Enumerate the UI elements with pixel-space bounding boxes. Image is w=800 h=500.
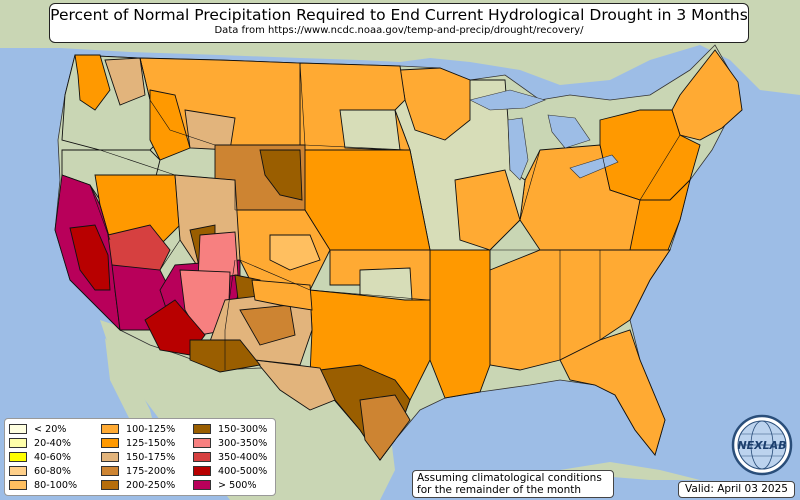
state-lines [61, 57, 681, 370]
legend-item: 350-400% [193, 450, 277, 464]
legend-label: 40-60% [34, 451, 71, 463]
map-title: Percent of Normal Precipitation Required… [50, 6, 748, 24]
legend-item: 200-250% [101, 478, 193, 492]
legend-label: 100-125% [126, 423, 176, 435]
legend-item: 20-40% [9, 436, 101, 450]
lake-michigan-overlay [507, 117, 529, 181]
assumption-note: Assuming climatological conditions for t… [412, 470, 614, 498]
legend-label: 350-400% [218, 451, 268, 463]
legend-label: 175-200% [126, 465, 176, 477]
region-cascades [104, 57, 146, 106]
region-california-valley [69, 224, 111, 291]
map-subtitle: Data from https://www.ncdc.noaa.gov/temp… [214, 25, 584, 36]
region-nm-north [251, 279, 313, 311]
legend-label: 125-150% [126, 437, 176, 449]
legend-label: < 20% [34, 423, 67, 435]
legend-swatch [193, 424, 211, 434]
legend-label: 20-40% [34, 437, 71, 449]
note-line-2: for the remainder of the month [417, 484, 582, 496]
legend-label: 400-500% [218, 465, 268, 477]
legend-swatch [101, 424, 119, 434]
region-east-dakota [339, 109, 401, 151]
legend-swatch [9, 424, 27, 434]
legend-label: 150-300% [218, 423, 268, 435]
region-florida [559, 329, 666, 456]
note-line-1: Assuming climatological conditions [417, 472, 602, 484]
legend-swatch [101, 438, 119, 448]
legend-item: 125-150% [101, 436, 193, 450]
region-texas-coastal [359, 394, 411, 461]
legend-label: 200-250% [126, 479, 176, 491]
legend-label: 300-350% [218, 437, 268, 449]
lake-erie-overlay [569, 154, 619, 179]
region-colorado-east [269, 234, 321, 271]
region-lower-mississippi [429, 249, 491, 399]
legend-swatch [193, 466, 211, 476]
legend-swatch [101, 452, 119, 462]
region-illinois [454, 169, 521, 251]
title-box: Percent of Normal Precipitation Required… [49, 3, 749, 43]
region-minnesota [399, 67, 471, 141]
legend-item: 150-175% [101, 450, 193, 464]
legend-swatch [9, 480, 27, 490]
region-wyoming-east [259, 149, 303, 201]
lake-huron-overlay [547, 114, 591, 149]
legend-swatch [193, 438, 211, 448]
valid-date-label: Valid: April 03 2025 [678, 481, 795, 498]
region-idaho-west [149, 89, 191, 161]
legend-swatch [101, 466, 119, 476]
region-arizona-north [197, 231, 239, 281]
legend: < 20% 20-40% 40-60% 60-80% 80-100% 100-125% 12… [4, 418, 276, 496]
legend-label: 80-100% [34, 479, 78, 491]
legend-item: > 500% [193, 478, 277, 492]
legend-item: 150-300% [193, 422, 277, 436]
lake-superior-overlay [469, 89, 546, 111]
legend-swatch [9, 452, 27, 462]
legend-swatch [9, 466, 27, 476]
nexlab-logo: NEXLAB [731, 414, 793, 476]
legend-item: 80-100% [9, 478, 101, 492]
legend-item: 400-500% [193, 464, 277, 478]
legend-swatch [193, 452, 211, 462]
legend-item: < 20% [9, 422, 101, 436]
legend-item: 300-350% [193, 436, 277, 450]
legend-item: 40-60% [9, 450, 101, 464]
legend-label: 60-80% [34, 465, 71, 477]
legend-swatch [193, 480, 211, 490]
legend-label: > 500% [218, 479, 257, 491]
logo-text: NEXLAB [737, 439, 786, 452]
region-oklahoma-east [359, 267, 413, 301]
cuba-land [560, 462, 700, 480]
legend-item: 175-200% [101, 464, 193, 478]
region-nm-central [239, 304, 296, 346]
region-texas-west [253, 359, 336, 411]
mexico-land [100, 320, 395, 500]
legend-item: 100-125% [101, 422, 193, 436]
legend-swatch [9, 438, 27, 448]
legend-item: 60-80% [9, 464, 101, 478]
region-olympic [74, 54, 111, 111]
legend-label: 150-175% [126, 451, 176, 463]
legend-swatch [101, 480, 119, 490]
